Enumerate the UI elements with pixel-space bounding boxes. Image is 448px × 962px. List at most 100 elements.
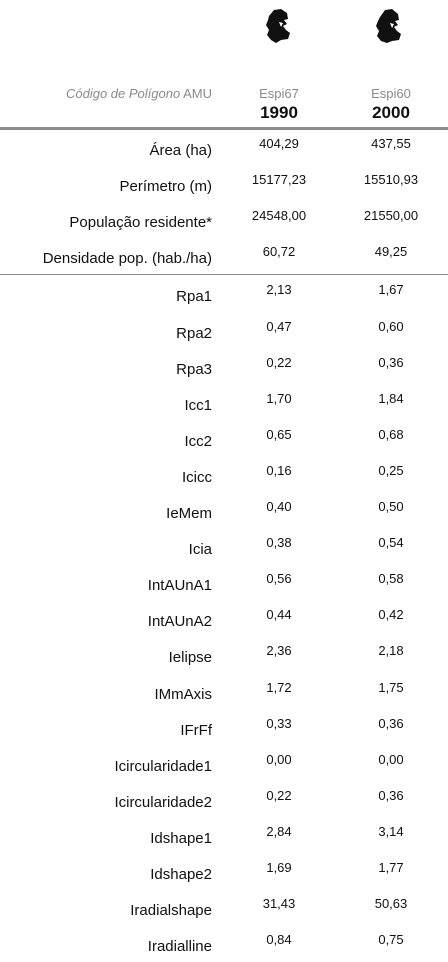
row-label: População residente* [69,214,212,232]
row-value-1990: 2,36 [266,643,292,659]
table-row: Icircularidade2 0,22 0,36 [0,782,448,818]
row-label: Densidade pop. (hab./ha) [42,250,212,268]
section-divider [0,274,448,275]
row-label: IMmAxis [154,685,213,703]
row-value-2000: 0,25 [378,462,404,478]
row-label: Rpa1 [176,288,212,306]
table-row: Idshape1 2,84 3,14 [0,818,448,854]
row-value-2000: 50,63 [374,896,408,912]
row-value-2000: 0,36 [378,715,404,731]
table-row: Densidade pop. (hab./ha) 60,72 49,25 [0,238,448,274]
table-row: Icircularidade1 0,00 0,00 [0,746,448,782]
row-value-1990: 0,33 [266,715,292,731]
table-row: IMmAxis 1,72 1,75 [0,674,448,710]
row-value-2000: 1,67 [378,282,404,298]
table-row: Icc2 0,65 0,68 [0,421,448,457]
table-row: Icia 0,38 0,54 [0,529,448,565]
row-value-1990: 15177,23 [251,172,307,188]
table-row: Rpa1 2,13 1,67 [0,276,448,312]
row-value-1990: 0,56 [266,571,292,587]
column-code-2: Espi60 [371,86,411,101]
row-value-1990: 2,13 [266,282,292,298]
row-label: Icia [188,541,212,559]
row-value-2000: 0,36 [378,354,404,370]
polygon-code-label: Código de Polígono AMU [0,86,212,101]
column-code-1: Espi67 [259,86,299,101]
row-value-2000: 0,68 [378,426,404,442]
row-label: Área (ha) [149,142,212,159]
table-row: Icc1 1,70 1,84 [0,385,448,421]
column-year-1: 1990 [260,103,298,122]
row-label: Icc1 [184,396,212,414]
row-label: Icircularidade2 [114,793,212,811]
table-row: IntAUnA1 0,56 0,58 [0,565,448,601]
row-value-1990: 0,44 [266,607,292,623]
row-label: Rpa3 [176,360,212,378]
row-value-2000: 21550,00 [363,208,419,224]
row-value-1990: 0,22 [266,787,292,803]
row-label: IntAUnA2 [147,613,212,631]
row-label: Icc2 [184,432,212,450]
row-value-2000: 0,60 [378,318,404,334]
row-value-2000: 1,84 [378,390,404,406]
row-value-1990: 404,29 [259,136,299,151]
row-value-1990: 0,40 [266,499,292,514]
column-year-2: 2000 [372,103,410,122]
row-value-2000: 1,77 [378,860,404,875]
row-value-1990: 0,84 [266,932,292,948]
table-row: Idshape2 1,69 1,77 [0,854,448,890]
row-value-1990: 24548,00 [251,208,307,224]
table-row: Iradialline 0,84 0,75 [0,926,448,962]
table-row: IFrFf 0,33 0,36 [0,710,448,746]
row-value-2000: 0,42 [378,607,404,623]
row-value-2000: 49,25 [374,244,408,260]
row-value-1990: 0,22 [266,354,292,370]
parish-shape-icon [376,9,401,43]
row-label: Perímetro (m) [119,178,212,196]
row-label: Iradialshape [130,902,212,920]
row-value-2000: 0,58 [378,571,404,587]
row-label: Idshape2 [150,866,212,883]
row-label: IFrFf [180,721,212,739]
row-label: Rpa2 [176,324,212,342]
row-label: Ielipse [168,649,212,667]
row-value-1990: 1,69 [266,860,292,875]
row-value-2000: 437,55 [371,136,411,151]
row-label: Iradialline [147,938,212,956]
row-value-2000: 1,75 [378,679,404,695]
table-row: Perímetro (m) 15177,23 15510,93 [0,166,448,202]
table-row: Área (ha) 404,29 437,55 [0,130,448,166]
row-value-2000: 0,00 [378,751,404,767]
parish-shape-icon [266,9,290,43]
row-value-1990: 60,72 [262,244,296,260]
row-value-2000: 0,50 [378,499,404,514]
table-row: IntAUnA2 0,44 0,42 [0,601,448,637]
header-divider [0,127,448,130]
row-value-1990: 0,00 [266,751,292,767]
table-row: Icicc 0,16 0,25 [0,457,448,493]
row-value-1990: 1,72 [266,679,292,695]
row-value-1990: 0,38 [266,535,292,551]
row-value-2000: 2,18 [378,643,404,659]
row-label: Icircularidade1 [114,757,212,775]
row-value-2000: 0,54 [378,535,404,551]
row-value-1990: 0,47 [266,318,292,334]
table-row: Ielipse 2,36 2,18 [0,637,448,673]
table-row: Rpa3 0,22 0,36 [0,349,448,385]
row-value-2000: 3,14 [378,823,404,839]
table-row: População residente* 24548,00 21550,00 [0,202,448,238]
row-value-2000: 0,75 [378,932,404,948]
row-label: IeMem [166,505,212,522]
shape-icons-row [0,6,448,50]
row-label: IntAUnA1 [147,577,212,595]
row-value-1990: 0,65 [266,426,292,442]
row-label: Idshape1 [150,829,212,847]
row-value-2000: 0,36 [378,787,404,803]
row-value-2000: 15510,93 [363,172,419,188]
row-value-1990: 31,43 [262,896,296,912]
row-value-1990: 2,84 [266,823,292,839]
row-value-1990: 0,16 [266,462,292,478]
polygon-code-label-suffix: AMU [183,86,212,101]
table-row: Rpa2 0,47 0,60 [0,313,448,349]
polygon-code-label-italic: Código de Polígono [66,86,181,101]
